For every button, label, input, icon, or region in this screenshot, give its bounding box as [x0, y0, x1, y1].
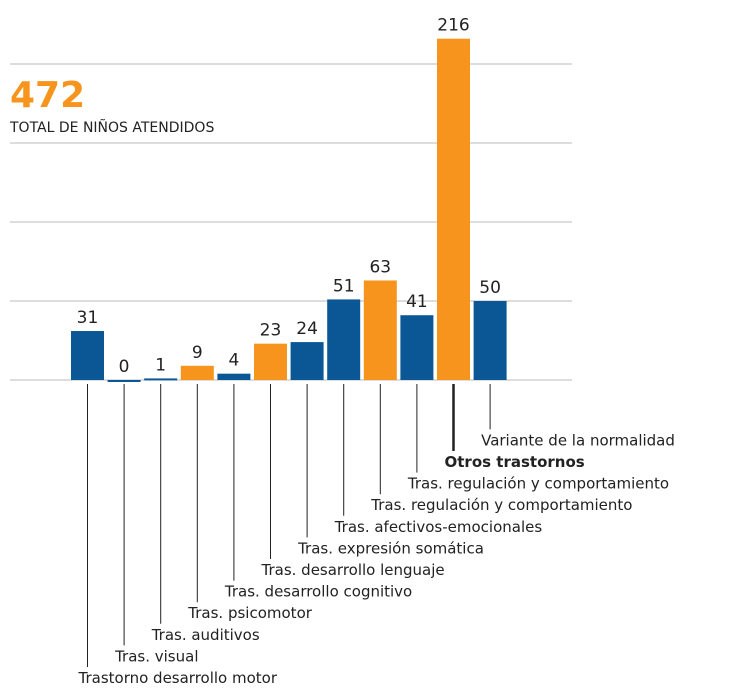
- bar: [254, 343, 287, 380]
- category-label: Tras. visual: [114, 647, 198, 665]
- category-label: Tras. desarrollo lenguaje: [261, 561, 445, 579]
- bar: [71, 331, 104, 380]
- category-label: Variante de la normalidad: [481, 431, 675, 449]
- bar: [290, 342, 324, 380]
- category-label: Tras. psicomotor: [187, 604, 312, 622]
- category-label: Tras. afectivos-emocionales: [334, 518, 543, 536]
- total-value: 472: [10, 75, 85, 116]
- value-label: 31: [77, 308, 99, 328]
- value-label: 0: [119, 357, 130, 377]
- bar: [363, 280, 397, 380]
- bar: [437, 38, 470, 380]
- value-label: 4: [228, 351, 239, 371]
- value-label: 63: [369, 257, 391, 277]
- category-label: Tras. desarrollo cognitivo: [224, 583, 412, 601]
- category-label: Otros trastornos: [445, 453, 585, 471]
- bar: [107, 380, 141, 382]
- category-label: Tras. auditivos: [151, 626, 260, 644]
- value-label: 9: [192, 343, 203, 363]
- bar: [473, 301, 507, 380]
- value-label: 1: [155, 355, 166, 375]
- total-label: TOTAL DE NIÑOS ATENDIDOS: [9, 119, 214, 136]
- category-label: Tras. regulación y comportamiento: [370, 496, 632, 514]
- bar: [400, 315, 434, 380]
- bar: [327, 299, 361, 380]
- value-label: 216: [437, 16, 469, 36]
- value-label: 24: [296, 319, 318, 339]
- category-label: Tras. regulación y comportamiento: [407, 475, 669, 493]
- category-label: Tras. expresión somática: [297, 539, 484, 557]
- category-label: Trastorno desarrollo motor: [78, 669, 278, 687]
- bar: [217, 373, 251, 380]
- value-label: 23: [260, 321, 282, 341]
- value-label: 41: [406, 292, 428, 312]
- bar: [144, 378, 178, 381]
- value-label: 50: [479, 278, 501, 298]
- value-label: 51: [333, 276, 355, 296]
- bar: [180, 365, 214, 380]
